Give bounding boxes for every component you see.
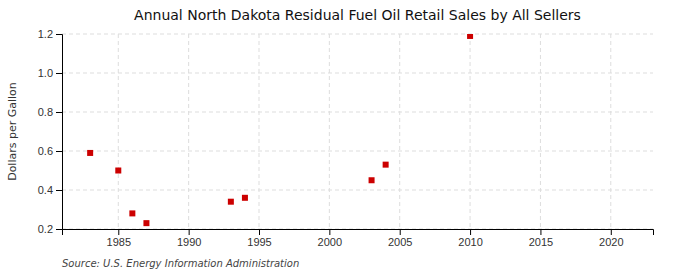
grid-line-y	[62, 190, 653, 191]
y-axis-tick-label: 0.4	[38, 184, 53, 196]
point	[87, 150, 93, 156]
y-axis-title: Dollars per Gallon	[6, 82, 19, 181]
grid-line-x	[470, 34, 471, 229]
x-axis-tick-label: 1990	[177, 236, 201, 248]
x-axis-tick-mark	[470, 229, 471, 235]
x-axis-tick: 2015	[529, 229, 553, 248]
grid-line-x	[188, 34, 189, 229]
x-axis-tick-mark	[259, 229, 260, 235]
grid-line-x	[329, 34, 330, 229]
x-axis-tick-label: 2005	[388, 236, 412, 248]
x-axis-tick-label: 2010	[458, 236, 482, 248]
y-axis-tick-label: 1.0	[38, 67, 53, 79]
point	[129, 210, 135, 216]
points	[87, 34, 473, 226]
x-axis-tick: 2020	[599, 229, 623, 248]
y-axis-tick-label: 1.2	[38, 28, 53, 40]
point	[242, 195, 248, 201]
x-axis-line	[63, 230, 654, 236]
x-axis-tick: 2010	[458, 229, 482, 248]
x-axis-tick: 1995	[247, 229, 271, 248]
y-axis-tick-label: 0.8	[38, 106, 53, 118]
plot: 198519901995200020052010201520200.20.40.…	[38, 28, 654, 248]
x-axis-tick: 1990	[177, 229, 201, 248]
x-axis: 1985 1990 1995 2000 2005 2010 2015 2020	[63, 229, 654, 248]
y-axis-tick: 1.0	[38, 67, 62, 79]
y-axis-tick-mark	[56, 229, 62, 230]
grid-line-y	[62, 73, 653, 74]
y-axis-tick-label: 0.6	[38, 145, 53, 157]
x-axis-tick-label: 2020	[599, 236, 623, 248]
grid-line-x	[118, 34, 119, 229]
x-axis-tick-mark	[611, 229, 612, 235]
point	[467, 34, 473, 39]
y-axis-tick: 0.8	[38, 106, 62, 118]
y-axis-tick: 1.2	[38, 28, 62, 40]
y-axis-tick-label: 0.2	[38, 223, 53, 235]
grid-line-x	[259, 34, 260, 229]
point	[383, 162, 389, 168]
point	[143, 220, 149, 226]
point	[369, 177, 375, 183]
grid-line-x	[610, 34, 611, 229]
x-axis-tick: 2005	[388, 229, 412, 248]
title: Annual North Dakota Residual Fuel Oil Re…	[134, 7, 581, 23]
y-axis-tick-mark	[56, 34, 62, 35]
grid-line-x	[540, 34, 541, 229]
x-axis-tick-mark	[329, 229, 330, 235]
grid-line-x	[399, 34, 400, 229]
annotation: Source: U.S. Energy Information Administ…	[62, 258, 299, 269]
x-axis-tick-label: 1995	[247, 236, 271, 248]
y-axis-tick: 0.6	[38, 145, 62, 157]
y-axis: 0.2 0.4 0.6 0.8 1.0 1.2	[38, 28, 63, 235]
y-axis-tick-mark	[56, 112, 62, 113]
x-axis-tick-mark	[189, 229, 190, 235]
x-axis-tick-mark	[540, 229, 541, 235]
x-axis-tick-mark	[118, 229, 119, 235]
grid-line-y	[62, 34, 653, 35]
x-axis-tick-label: 2015	[529, 236, 553, 248]
point	[115, 168, 121, 174]
y-axis-tick: 0.2	[38, 223, 62, 235]
y-axis-line	[56, 35, 63, 230]
x-axis-tick-label: 2000	[318, 236, 342, 248]
chart-container: 198519901995200020052010201520200.20.40.…	[0, 0, 675, 275]
x-axis-tick-mark	[400, 229, 401, 235]
x-axis-tick: 2000	[318, 229, 342, 248]
grid-line-y	[62, 112, 653, 113]
point	[228, 199, 234, 205]
y-axis-tick-mark	[56, 73, 62, 74]
grid	[62, 34, 653, 229]
y-axis-tick: 0.4	[38, 184, 62, 196]
x-axis-tick-label: 1985	[107, 236, 131, 248]
chart-svg: 198519901995200020052010201520200.20.40.…	[0, 0, 675, 275]
x-axis-tick: 1985	[107, 229, 131, 248]
y-axis-tick-mark	[56, 190, 62, 191]
grid-line-y	[62, 151, 653, 152]
y-axis-tick-mark	[56, 151, 62, 152]
